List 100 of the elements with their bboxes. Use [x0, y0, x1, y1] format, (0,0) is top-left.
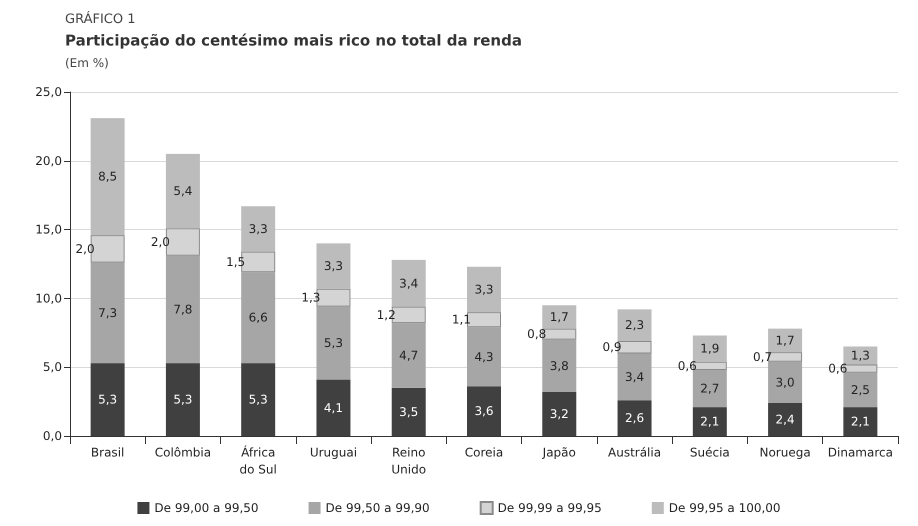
bar [618, 400, 652, 436]
bar [316, 380, 350, 436]
data-label: 2,7 [700, 382, 720, 396]
y-tick-label: 20,0 [35, 154, 62, 168]
bar [467, 386, 501, 436]
data-label: 5,3 [248, 392, 268, 407]
bar [166, 363, 200, 436]
data-label: 2,1 [700, 414, 720, 429]
text: GRÁFICO 1 [65, 10, 136, 27]
x-tick-label: Reino Unido [391, 446, 426, 476]
x-tick-label: Austrália [608, 446, 662, 460]
bar [843, 372, 878, 408]
bar [90, 118, 125, 236]
data-label: 0,7 [752, 350, 772, 364]
bar [241, 363, 276, 436]
bar [618, 309, 652, 342]
x-tick-label: Japão [542, 446, 576, 460]
bar [166, 256, 200, 364]
data-label: 4,3 [474, 350, 494, 364]
x-tick-label: Colômbia [154, 446, 212, 460]
data-label: 0,6 [828, 362, 848, 376]
y-tick-label: 0,0 [42, 429, 62, 443]
bar [768, 328, 802, 352]
bar [843, 407, 878, 436]
data-label: 3,3 [324, 259, 343, 274]
bar [542, 392, 576, 436]
data-label: 2,0 [150, 234, 170, 249]
data-label: 3,6 [474, 404, 494, 418]
chart-subtitle: (Em %) [65, 56, 109, 70]
bar [692, 336, 727, 362]
bar [467, 327, 501, 386]
data-label: 7,8 [173, 302, 192, 316]
data-label: 1,9 [700, 342, 720, 356]
data-label: 2,0 [76, 242, 95, 256]
data-label: 1,7 [776, 333, 795, 348]
data-label: 4,1 [324, 400, 343, 415]
data-label: 0,9 [602, 340, 622, 354]
bar [392, 260, 426, 307]
data-label: 3,8 [550, 358, 569, 373]
data-label: 5,4 [173, 184, 192, 198]
x-tick-label: Coreia [464, 446, 504, 460]
chart-title: Participação do centésimo mais rico no total da renda [65, 32, 522, 50]
data-label: 1,3 [301, 290, 320, 305]
data-label: 2,1 [850, 414, 870, 429]
bar [90, 262, 125, 364]
data-label: 3,3 [248, 222, 268, 236]
data-label: 7,3 [98, 306, 118, 320]
data-label: 0,8 [527, 327, 546, 342]
legend-label: De 99,50 a 99,90 [326, 501, 430, 515]
bar [542, 305, 576, 329]
x-tick-label: Noruega [759, 446, 811, 460]
data-label: 3,0 [776, 375, 795, 390]
bar [316, 243, 350, 289]
bar [90, 363, 125, 436]
bar [692, 407, 727, 436]
y-tick-label: 10,0 [35, 291, 62, 306]
data-label: 5,3 [324, 336, 343, 350]
bar [392, 388, 426, 436]
data-label: 1,7 [550, 310, 569, 324]
data-label: 1,5 [226, 254, 246, 269]
y-tick-label: 15,0 [35, 222, 62, 237]
x-tick-label: Brasil [90, 446, 124, 460]
data-label: 3,5 [399, 404, 418, 419]
bar [467, 266, 501, 312]
bar [241, 272, 276, 364]
data-label: 2,5 [850, 382, 870, 397]
bar [392, 323, 426, 388]
data-label: 1,1 [452, 312, 471, 327]
data-label: 1,3 [850, 348, 870, 363]
bar [542, 340, 576, 392]
data-label: 3,3 [474, 282, 494, 296]
bar [692, 370, 727, 408]
x-tick-label: África do Sul [240, 444, 277, 476]
bar [316, 306, 350, 380]
data-label: 0,6 [678, 358, 697, 373]
legend-label: De 99,99 a 99,95 [498, 501, 602, 515]
y-tick-label: 5,0 [42, 360, 62, 374]
bar [166, 154, 200, 228]
bar [768, 402, 802, 436]
data-label: 4,7 [399, 348, 418, 363]
data-label: 3,2 [550, 406, 569, 421]
data-label: 3,4 [625, 370, 644, 384]
legend-label: De 99,00 a 99,50 [154, 501, 259, 515]
y-tick-label: 25,0 [35, 85, 62, 99]
legend-label: De 99,95 a 100,00 [668, 501, 781, 515]
x-tick-label: Suécia [690, 446, 730, 460]
data-label: 6,6 [248, 310, 268, 325]
bar [768, 362, 802, 403]
x-tick-label: Dinamarca [828, 446, 893, 460]
data-label: 8,5 [98, 170, 118, 184]
data-label: 5,3 [173, 392, 192, 407]
bar [241, 206, 276, 252]
x-tick-label: Uruguai [310, 446, 358, 460]
data-label: 3,4 [399, 276, 418, 290]
bar [843, 346, 878, 364]
bar [618, 353, 652, 400]
data-label: 2,4 [776, 412, 795, 426]
data-label: 5,3 [98, 392, 118, 407]
data-label: 2,3 [625, 318, 644, 332]
data-label: 2,6 [625, 411, 644, 426]
